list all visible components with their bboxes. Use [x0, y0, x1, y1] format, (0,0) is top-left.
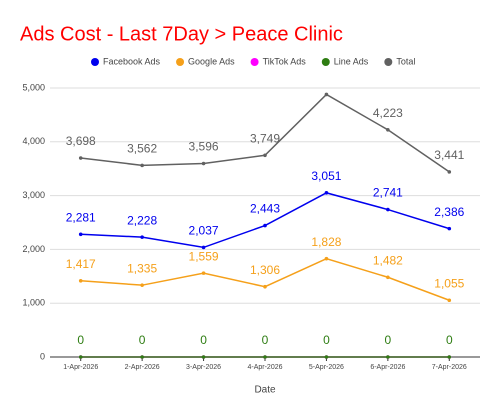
point	[201, 245, 206, 250]
point	[263, 284, 267, 289]
data-label: 2,281	[66, 210, 96, 224]
point	[140, 283, 144, 287]
legend-marker	[321, 58, 330, 66]
data-label: 0	[200, 333, 207, 347]
data-label: 3,596	[189, 140, 219, 154]
legend-label: TikTok Ads	[263, 56, 307, 66]
data-label: 0	[446, 333, 453, 347]
point	[447, 226, 452, 231]
data-label: 0	[323, 333, 330, 347]
x-tick-label: 1-Apr-2026	[63, 364, 98, 371]
legend-marker	[91, 58, 99, 66]
data-label: 3,562	[127, 142, 157, 156]
y-tick-label: 4,000	[22, 136, 45, 146]
data-label: 1,828	[311, 235, 341, 249]
data-label: 1,482	[373, 253, 403, 267]
point	[140, 355, 144, 359]
point	[386, 207, 390, 212]
point	[447, 355, 452, 359]
point	[324, 355, 329, 359]
data-label: 3,749	[250, 131, 280, 145]
data-label: 0	[139, 333, 146, 347]
point	[324, 92, 329, 97]
data-label: 4,223	[373, 106, 403, 120]
y-tick-label: 0	[40, 351, 45, 361]
point	[324, 256, 329, 261]
data-label: 2,741	[373, 186, 403, 200]
x-axis-label: Date	[254, 385, 276, 396]
data-label: 2,443	[250, 202, 280, 216]
legend-marker	[176, 58, 185, 66]
data-label: 0	[262, 333, 269, 347]
point	[78, 232, 83, 237]
point	[386, 355, 390, 359]
point	[447, 298, 452, 303]
x-tick-label: 6-Apr-2026	[370, 364, 405, 371]
x-tick-label: 7-Apr-2026	[432, 364, 467, 371]
legend-label: Total	[396, 56, 415, 66]
point	[201, 355, 206, 359]
y-tick-label: 2,000	[22, 244, 45, 254]
legend-label: Facebook Ads	[103, 56, 161, 66]
y-tick-label: 3,000	[22, 190, 45, 200]
data-label: 0	[385, 333, 392, 347]
data-label: 1,055	[434, 276, 464, 290]
point	[78, 355, 83, 359]
data-label: 2,228	[127, 213, 157, 227]
data-label: 1,335	[127, 261, 157, 275]
point	[263, 153, 267, 158]
data-label: 1,559	[189, 249, 219, 263]
point	[447, 170, 452, 174]
point	[324, 191, 329, 195]
chart-title: Ads Cost - Last 7Day > Peace Clinic	[20, 23, 343, 45]
x-tick-label: 5-Apr-2026	[309, 364, 344, 371]
y-tick-label: 5,000	[22, 82, 45, 92]
legend-label: Line Ads	[334, 56, 369, 66]
legend-marker	[250, 58, 259, 66]
data-label: 3,698	[66, 134, 96, 148]
x-tick-label: 2-Apr-2026	[125, 364, 160, 371]
legend-marker	[384, 58, 393, 66]
point	[386, 275, 390, 280]
data-label: 2,037	[189, 224, 219, 238]
data-label: 2,386	[434, 205, 464, 219]
point	[263, 355, 267, 359]
point	[201, 271, 206, 275]
x-tick-label: 4-Apr-2026	[247, 364, 282, 371]
point	[78, 156, 83, 160]
data-label: 0	[77, 333, 84, 347]
data-label: 3,441	[434, 148, 464, 162]
x-tick-label: 3-Apr-2026	[186, 364, 221, 371]
data-label: 1,306	[250, 263, 280, 277]
legend-label: Google Ads	[188, 56, 235, 66]
point	[201, 161, 206, 166]
point	[386, 128, 390, 132]
point	[140, 235, 144, 239]
point	[140, 163, 144, 168]
data-label: 1,417	[66, 257, 96, 271]
data-label: 3,051	[311, 169, 341, 183]
y-tick-label: 1,000	[22, 298, 45, 308]
point	[78, 278, 83, 283]
point	[263, 223, 267, 228]
